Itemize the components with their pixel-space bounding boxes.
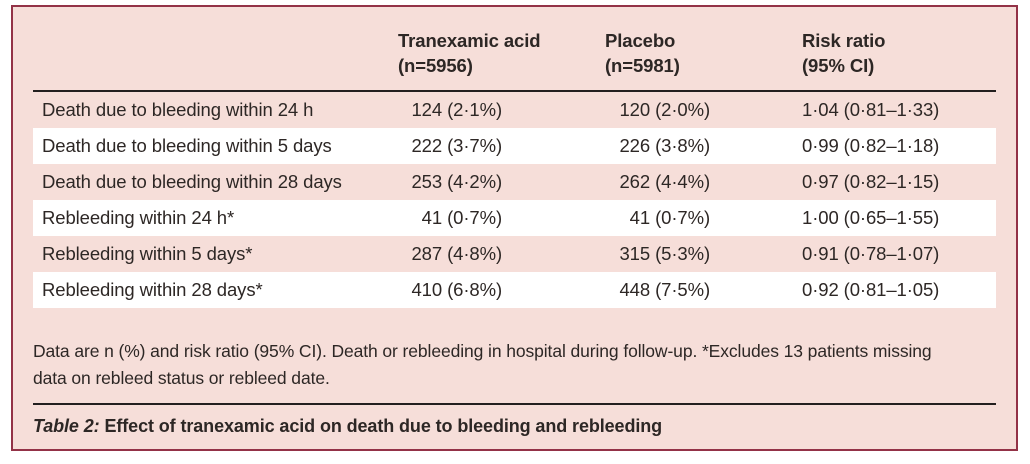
caption-number: Table 2:: [33, 416, 100, 436]
table-content: Tranexamic acid (n=5956) Placebo (n=5981…: [13, 7, 1016, 449]
col-header-tranexamic-line1: Tranexamic acid: [398, 30, 541, 51]
tranexamic-value: 287 (4·8%): [411, 243, 502, 264]
caption-title: Effect of tranexamic acid on death due t…: [99, 416, 663, 436]
placebo-value: 315 (5·3%): [619, 243, 710, 264]
row-label: Death due to bleeding within 28 days: [42, 171, 342, 192]
placebo-value: 226 (3·8%): [619, 135, 710, 156]
tranexamic-value: 253 (4·2%): [411, 171, 502, 192]
footnote-line1: Data are n (%) and risk ratio (95% CI). …: [33, 341, 932, 361]
risk-ratio-value: 1·00 (0·65–1·55): [802, 207, 940, 228]
col-header-empty: [33, 28, 390, 90]
table-row: Rebleeding within 5 days* 287 (4·8%) 315…: [33, 236, 996, 272]
col-header-risk-ratio-line1: Risk ratio: [802, 30, 886, 51]
col-header-placebo-line1: Placebo: [605, 30, 676, 51]
table-row: Rebleeding within 28 days* 410 (6·8%) 44…: [33, 272, 996, 308]
row-label: Rebleeding within 5 days*: [42, 243, 253, 264]
col-header-tranexamic-line2: (n=5956): [398, 55, 473, 76]
row-label: Death due to bleeding within 5 days: [42, 135, 332, 156]
table-caption: Table 2: Effect of tranexamic acid on de…: [33, 414, 996, 438]
table-card: Tranexamic acid (n=5956) Placebo (n=5981…: [11, 5, 1018, 451]
row-label: Rebleeding within 28 days*: [42, 279, 263, 300]
footnote-line2: data on rebleed status or rebleed date.: [33, 368, 330, 388]
col-header-placebo: Placebo (n=5981): [600, 28, 795, 90]
risk-ratio-value: 0·99 (0·82–1·18): [802, 135, 940, 156]
risk-ratio-value: 0·92 (0·81–1·05): [802, 279, 940, 300]
col-header-tranexamic: Tranexamic acid (n=5956): [390, 28, 600, 90]
col-header-risk-ratio: Risk ratio (95% CI): [795, 28, 996, 90]
table-row: Death due to bleeding within 28 days 253…: [33, 164, 996, 200]
table-body: Death due to bleeding within 24 h 124 (2…: [33, 92, 996, 308]
tranexamic-value: 222 (3·7%): [411, 135, 502, 156]
table-row: Death due to bleeding within 24 h 124 (2…: [33, 92, 996, 128]
placebo-value: 41 (0·7%): [629, 207, 710, 228]
risk-ratio-value: 1·04 (0·81–1·33): [802, 99, 940, 120]
caption-divider: [33, 403, 996, 405]
row-label: Rebleeding within 24 h*: [42, 207, 235, 228]
risk-ratio-value: 0·97 (0·82–1·15): [802, 171, 940, 192]
table-row: Rebleeding within 24 h* 41 (0·7%) 41 (0·…: [33, 200, 996, 236]
row-label: Death due to bleeding within 24 h: [42, 99, 314, 120]
tranexamic-value: 41 (0·7%): [421, 207, 502, 228]
placebo-value: 448 (7·5%): [619, 279, 710, 300]
table-header-row: Tranexamic acid (n=5956) Placebo (n=5981…: [33, 7, 996, 92]
col-header-risk-ratio-line2: (95% CI): [802, 55, 875, 76]
risk-ratio-value: 0·91 (0·78–1·07): [802, 243, 940, 264]
table-footnote: Data are n (%) and risk ratio (95% CI). …: [33, 338, 996, 392]
tranexamic-value: 124 (2·1%): [411, 99, 502, 120]
placebo-value: 262 (4·4%): [619, 171, 710, 192]
col-header-placebo-line2: (n=5981): [605, 55, 680, 76]
tranexamic-value: 410 (6·8%): [411, 279, 502, 300]
placebo-value: 120 (2·0%): [619, 99, 710, 120]
table-row: Death due to bleeding within 5 days 222 …: [33, 128, 996, 164]
